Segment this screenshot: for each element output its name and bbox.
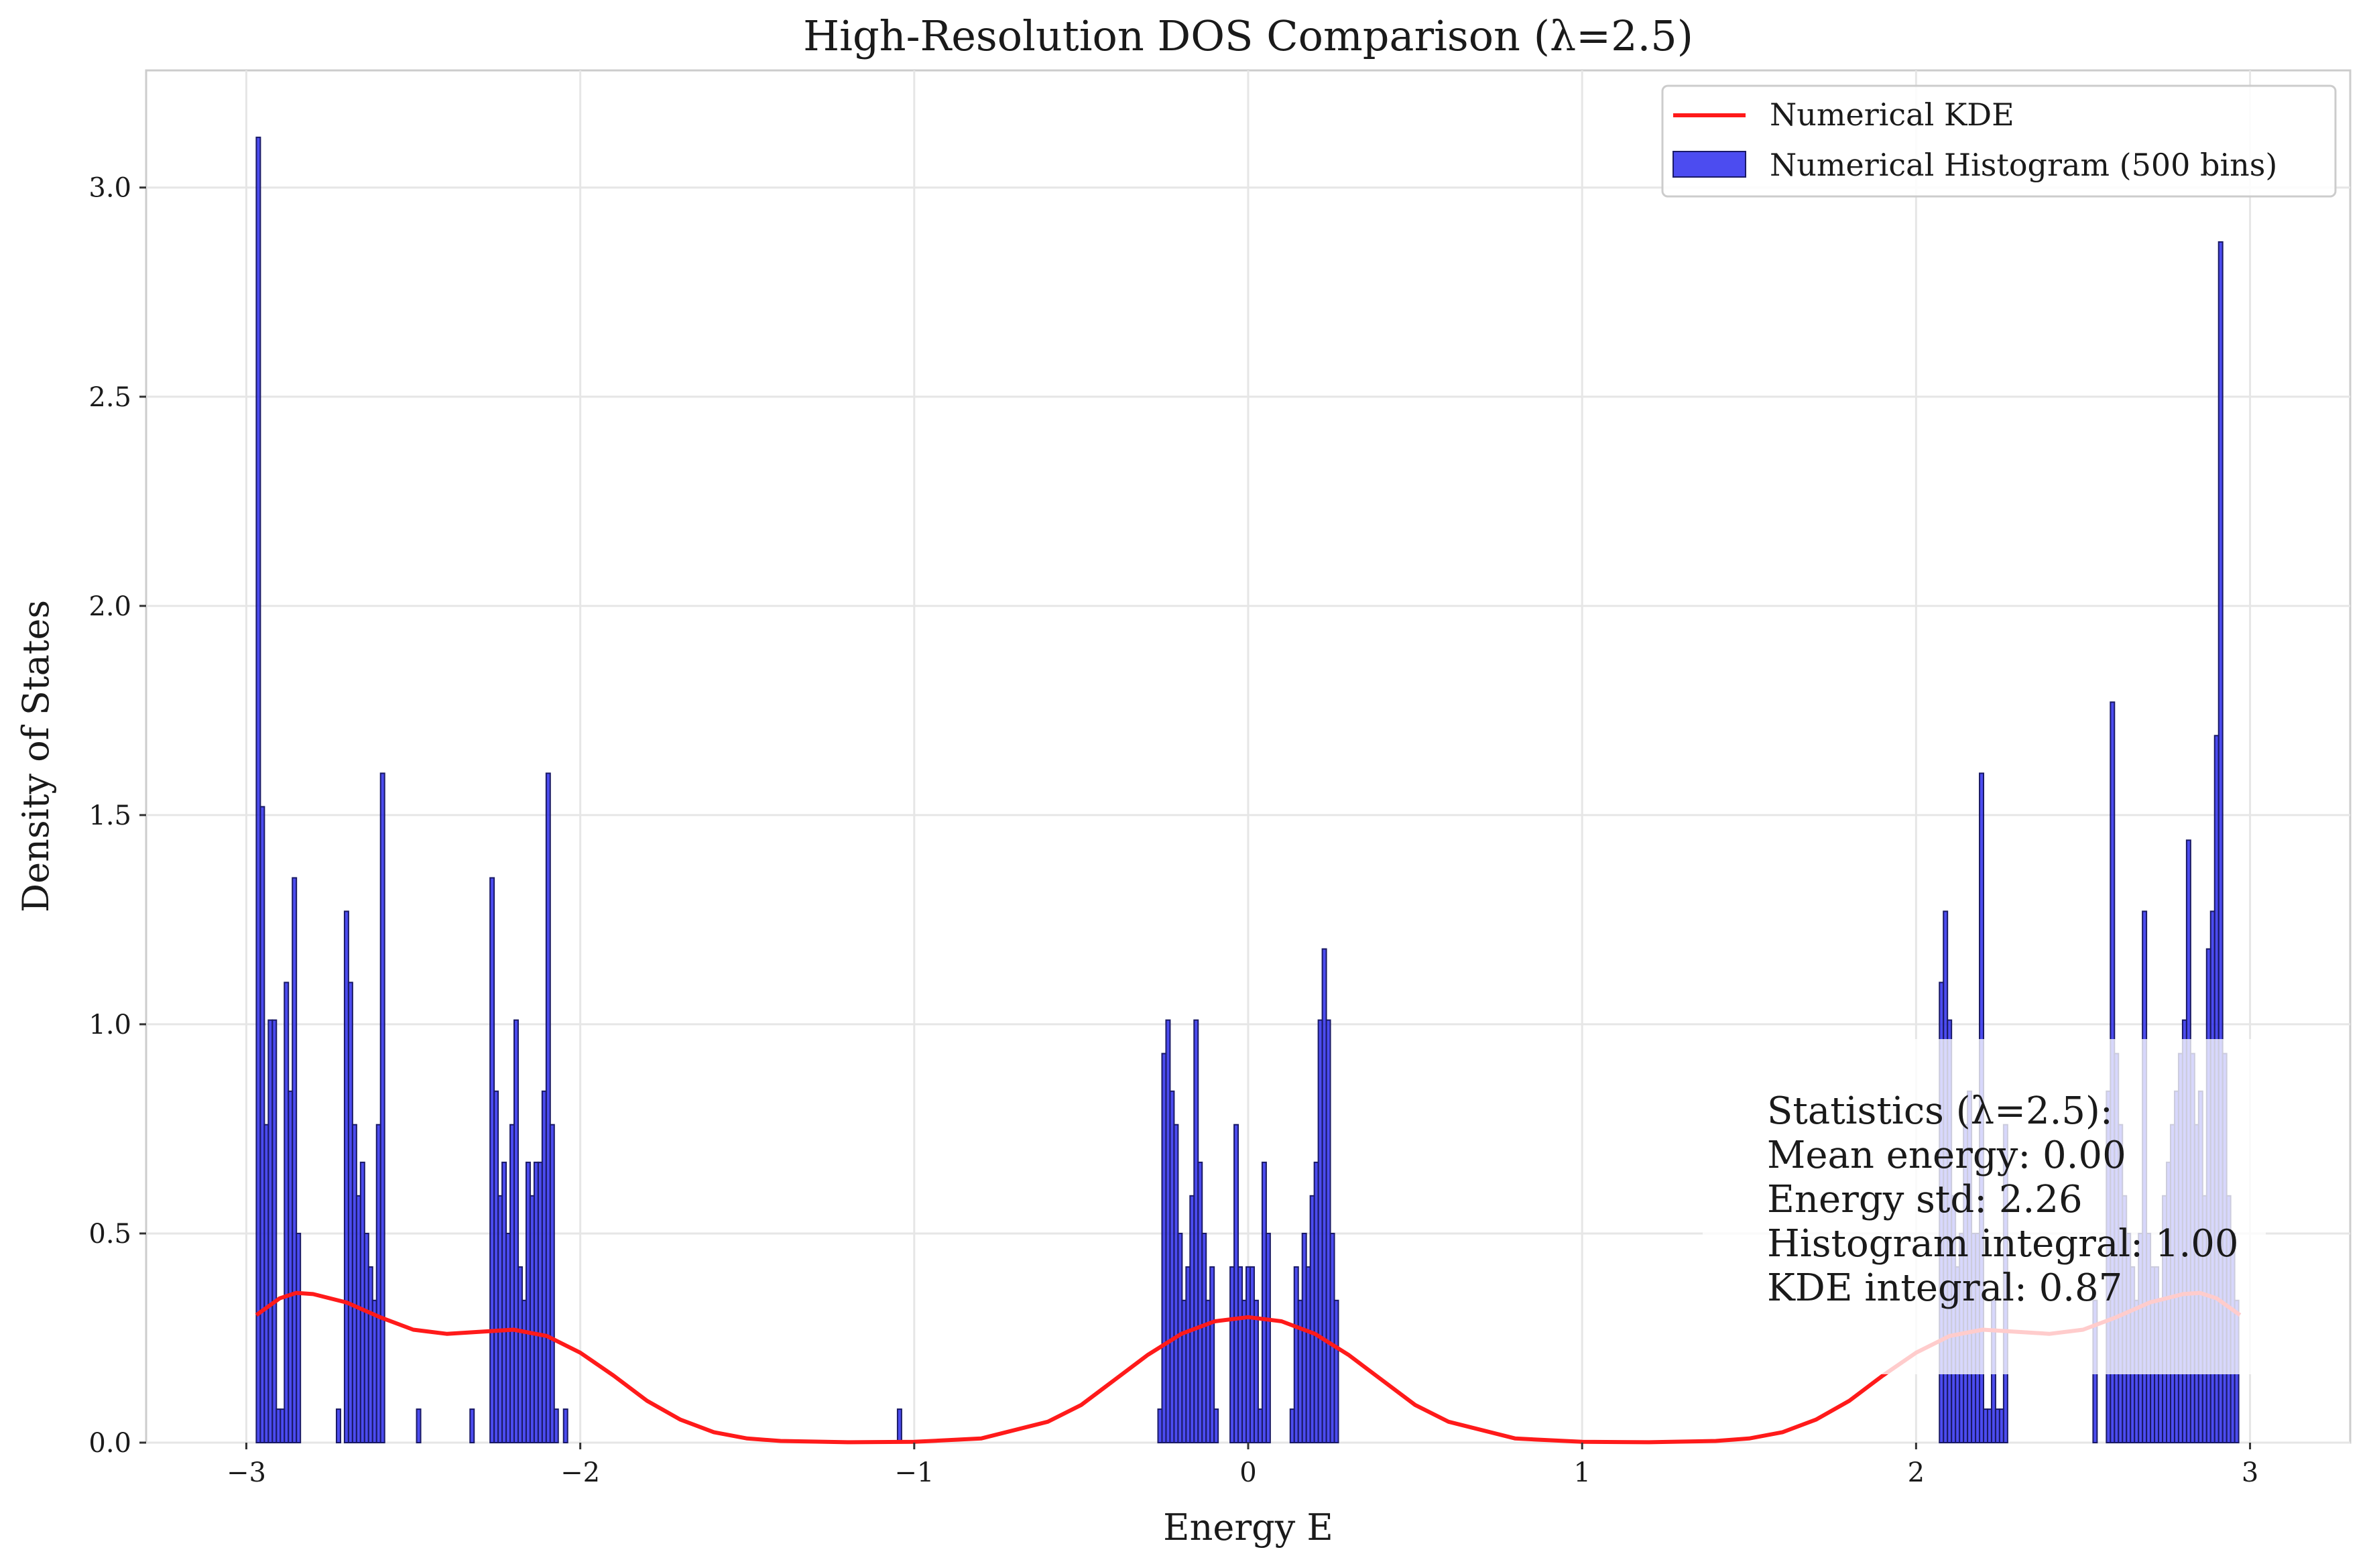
annotation-line: Statistics (λ=2.5): xyxy=(1767,1089,2113,1133)
histogram-bar xyxy=(255,136,261,1444)
annotation-line: Energy std: 2.26 xyxy=(1767,1178,2083,1221)
histogram-bar xyxy=(296,1232,302,1443)
y-tick-label: 1.5 xyxy=(88,800,131,831)
chart-title: High-Resolution DOS Comparison (λ=2.5) xyxy=(803,11,1693,60)
histogram-bar xyxy=(513,1019,519,1444)
x-axis-label: Energy E xyxy=(1163,1506,1333,1549)
histogram-bar xyxy=(335,1408,341,1444)
histogram-bar xyxy=(1265,1232,1271,1443)
x-tick-label: 3 xyxy=(2242,1457,2258,1488)
y-tick-label: 0.5 xyxy=(88,1219,131,1250)
legend-box xyxy=(1661,84,2337,198)
histogram-bar xyxy=(292,877,298,1443)
x-tick-label: 1 xyxy=(1573,1457,1590,1488)
x-tick-label: −1 xyxy=(894,1457,934,1488)
y-axis-label: Density of States xyxy=(15,600,57,912)
y-tick-label: 1.0 xyxy=(88,1010,131,1040)
histogram-bar xyxy=(271,1019,278,1444)
x-tick-label: −2 xyxy=(560,1457,600,1488)
annotation-line: Mean energy: 0.00 xyxy=(1767,1134,2126,1177)
annotation-line: KDE integral: 0.87 xyxy=(1767,1266,2122,1310)
histogram-bar xyxy=(1333,1299,1339,1444)
y-tick-label: 2.0 xyxy=(88,591,131,622)
histogram-bar xyxy=(1213,1408,1219,1444)
histogram-bar xyxy=(379,772,385,1443)
y-tick-label: 3.0 xyxy=(88,173,131,204)
histogram-bar xyxy=(553,1408,559,1444)
legend-kde-label: Numerical KDE xyxy=(1770,97,2014,133)
histogram-bar xyxy=(2217,241,2224,1443)
annotation-box xyxy=(1703,1039,2266,1374)
histogram-bar xyxy=(896,1408,902,1444)
histogram-bar xyxy=(1253,1299,1259,1444)
annotation-line: Histogram integral: 1.00 xyxy=(1767,1222,2239,1266)
y-tick-label: 0.0 xyxy=(88,1428,131,1459)
legend-hist-label: Numerical Histogram (500 bins) xyxy=(1770,147,2277,183)
x-tick-label: −3 xyxy=(227,1457,266,1488)
histogram-bar xyxy=(469,1408,475,1444)
x-axis-ticks: −3 −2 −1 0 1 2 3 xyxy=(227,1443,2258,1488)
legend-hist-swatch xyxy=(1673,151,1746,178)
histogram-bar xyxy=(545,772,551,1443)
histogram-bar xyxy=(549,1124,555,1443)
y-tick-label: 2.5 xyxy=(88,382,131,413)
legend: Numerical KDE Numerical Histogram (500 b… xyxy=(1661,84,2337,198)
histogram-bar xyxy=(1209,1266,1215,1443)
histogram-bar xyxy=(562,1408,568,1444)
y-axis-ticks: 0.0 0.5 1.0 1.5 2.0 2.5 3.0 xyxy=(88,173,146,1459)
histogram-bar xyxy=(1325,1019,1331,1444)
statistics-annotation: Statistics (λ=2.5):Mean energy: 0.00Ener… xyxy=(1703,1039,2266,1374)
x-tick-label: 2 xyxy=(1908,1457,1925,1488)
histogram-bar xyxy=(416,1408,422,1444)
x-tick-label: 0 xyxy=(1239,1457,1256,1488)
